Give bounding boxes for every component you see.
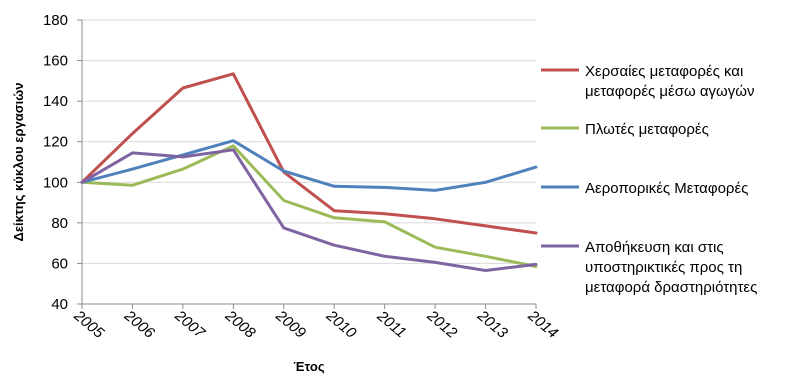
- y-tick-label: 160: [43, 53, 68, 70]
- x-tick-label: 2005: [70, 307, 108, 343]
- x-tick-label: 2014: [524, 307, 561, 342]
- legend-label: Αεροπορικές Μεταφορές: [585, 180, 748, 197]
- legend-entry-2: Πλωτές μεταφορές: [541, 121, 709, 138]
- x-tick-label: 2011: [373, 307, 409, 341]
- y-tick-label: 180: [43, 12, 68, 29]
- x-tick-label: 2013: [473, 307, 511, 343]
- legend-label: μεταφορές μέσω αγωγών: [585, 83, 754, 100]
- series-line-3: [80, 139, 538, 192]
- series-lines: [80, 72, 538, 272]
- x-axis-ticks: 2005 2006 2007 2008 2009 2010 2011 2012 2013 2014: [70, 307, 561, 343]
- y-tick-label: 60: [51, 255, 68, 272]
- legend-label: Αποθήκευση και στις: [585, 239, 724, 256]
- legend-label: μεταφορά δραστηριότητες: [585, 279, 757, 296]
- axes: [77, 19, 537, 309]
- legend-entry-1: Χερσαίες μεταφορές και μεταφορές μέσω αγω…: [541, 63, 754, 100]
- gridlines: [82, 19, 536, 264]
- y-tick-label: 140: [43, 93, 68, 110]
- legend-entry-3: Αεροπορικές Μεταφορές: [541, 180, 748, 197]
- y-tick-label: 80: [51, 215, 68, 232]
- x-tick-label: 2012: [423, 307, 461, 343]
- x-tick-label: 2009: [272, 307, 310, 343]
- y-tick-label: 40: [51, 296, 68, 313]
- x-tick-label: 2008: [221, 307, 259, 343]
- x-tick-label: 2006: [120, 307, 158, 343]
- y-axis-ticks: 40 60 80 100 120 140 160 180: [43, 12, 68, 313]
- series-line-1: [80, 72, 538, 235]
- y-axis-title: Δείκτης κύκλου εργασιών: [11, 83, 26, 242]
- y-tick-label: 100: [43, 174, 68, 191]
- legend-label: Πλωτές μεταφορές: [585, 121, 709, 138]
- x-tick-label: 2007: [171, 307, 209, 343]
- x-tick-label: 2010: [322, 307, 360, 343]
- y-tick-label: 120: [43, 134, 68, 151]
- legend-label: υποστηρικτικές προς τη: [585, 259, 742, 276]
- legend-label: Χερσαίες μεταφορές και: [585, 63, 743, 80]
- legend: Χερσαίες μεταφορές και μεταφορές μέσω αγω…: [541, 63, 757, 296]
- legend-entry-4: Αποθήκευση και στις υποστηρικτικές προς τ…: [541, 239, 757, 296]
- x-axis-title: Έτος: [293, 359, 324, 374]
- series-line-4: [80, 148, 538, 272]
- series-line-2: [80, 144, 538, 268]
